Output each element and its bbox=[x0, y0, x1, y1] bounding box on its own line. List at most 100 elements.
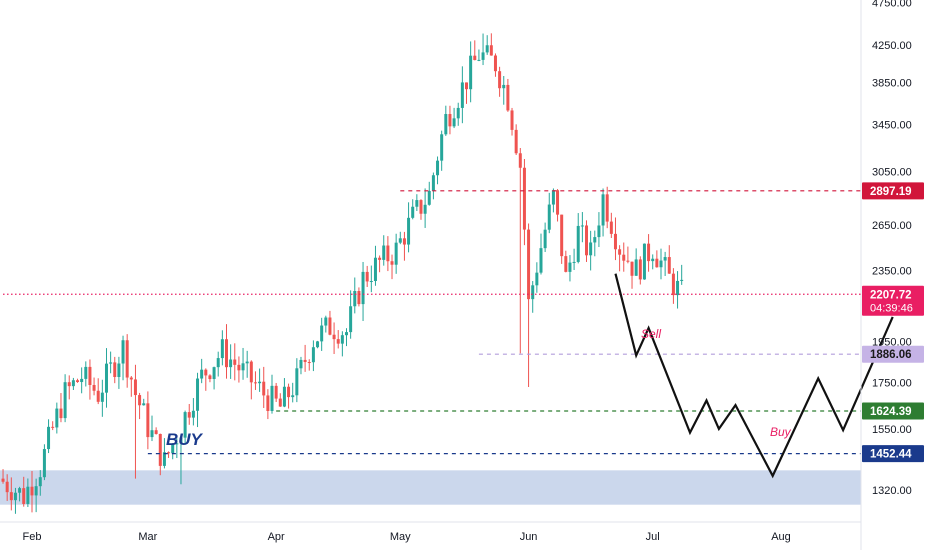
candle-body bbox=[154, 430, 158, 434]
candle-body bbox=[502, 84, 506, 89]
candle-body bbox=[411, 206, 415, 218]
x-tick-label-may: May bbox=[390, 531, 411, 543]
candle-body bbox=[676, 280, 680, 296]
price-tag-countdown: 04:39:46 bbox=[870, 302, 913, 314]
candle-body bbox=[605, 194, 609, 222]
candle-body bbox=[477, 59, 481, 61]
time-axis[interactable]: Feb Mar Apr May Jun Jul Aug bbox=[23, 531, 791, 543]
candle-body bbox=[179, 437, 183, 444]
candle-body bbox=[444, 114, 448, 135]
candle-body bbox=[150, 430, 154, 438]
candle-body bbox=[642, 243, 646, 280]
candle-body bbox=[407, 217, 411, 245]
candle-body bbox=[634, 259, 638, 276]
candle-body bbox=[419, 200, 423, 214]
candle-body bbox=[121, 340, 125, 364]
candle-body bbox=[191, 410, 195, 418]
candle-body bbox=[204, 369, 208, 376]
candle-body bbox=[311, 347, 315, 363]
candle-body bbox=[1, 478, 5, 482]
price-tag-label-4: 1452.44 bbox=[870, 449, 912, 461]
y-tick-label-1: 4250.00 bbox=[872, 40, 912, 52]
annotation-sell: Sell bbox=[641, 327, 661, 341]
candle-body bbox=[18, 488, 22, 493]
y-tick-label-8: 1750.00 bbox=[872, 378, 912, 390]
candle-body bbox=[663, 257, 667, 261]
candle-body bbox=[390, 261, 394, 265]
candle-body bbox=[671, 273, 675, 296]
price-tag-4 bbox=[862, 445, 924, 463]
candle-body bbox=[535, 272, 539, 286]
candle-body bbox=[576, 225, 580, 262]
candle-body bbox=[299, 359, 303, 369]
candle-body bbox=[38, 477, 42, 487]
candle-body bbox=[133, 379, 137, 396]
candle-body bbox=[84, 366, 88, 379]
candle-body bbox=[601, 194, 605, 226]
candle-body bbox=[514, 129, 518, 154]
annotation-buy: Buy bbox=[770, 425, 792, 439]
candle-body bbox=[196, 378, 200, 411]
candle-body bbox=[452, 118, 456, 127]
candle-body bbox=[647, 243, 651, 262]
candle-body bbox=[386, 245, 390, 262]
candle-body bbox=[522, 167, 526, 230]
candle-body bbox=[531, 285, 535, 300]
candle-body bbox=[274, 385, 278, 399]
candle-body bbox=[382, 245, 386, 260]
y-tick-label-7: 1950.00 bbox=[872, 337, 912, 349]
candle-body bbox=[489, 45, 493, 56]
candle-body bbox=[237, 364, 241, 371]
candle-body bbox=[129, 377, 133, 380]
candle-body bbox=[291, 395, 295, 398]
candle-body bbox=[104, 363, 108, 393]
candle-body bbox=[316, 341, 320, 348]
candle-body bbox=[241, 363, 245, 371]
candle-body bbox=[564, 256, 568, 272]
y-tick-label-2: 3850.00 bbox=[872, 78, 912, 90]
candle-body bbox=[440, 134, 444, 161]
y-tick-label-10: 1320.00 bbox=[872, 485, 912, 497]
candle-body bbox=[109, 362, 113, 364]
candle-body bbox=[51, 426, 55, 428]
candle-body bbox=[208, 375, 212, 380]
candle-body bbox=[158, 433, 162, 466]
candle-body bbox=[295, 368, 299, 396]
candle-body bbox=[253, 382, 257, 384]
candle-body bbox=[162, 452, 166, 466]
candle-body bbox=[560, 214, 564, 257]
candle-body bbox=[262, 381, 266, 396]
candle-body bbox=[220, 339, 224, 359]
candle-body bbox=[278, 398, 282, 407]
candle-body bbox=[572, 261, 576, 263]
candle-body bbox=[394, 242, 398, 265]
candle-body bbox=[34, 486, 38, 496]
candle-body bbox=[373, 257, 377, 282]
candle-body bbox=[100, 392, 104, 402]
candle-body bbox=[266, 395, 270, 411]
candle-body bbox=[597, 225, 601, 238]
candle-body bbox=[324, 317, 328, 326]
price-axis[interactable]: 4750.00 4250.00 3850.00 3450.00 3050.00 2650.… bbox=[872, 0, 912, 497]
candle-body bbox=[510, 110, 514, 130]
x-tick-label-aug: Aug bbox=[771, 531, 791, 543]
price-tag-2 bbox=[862, 345, 924, 363]
price-tag-label-2: 1886.06 bbox=[870, 349, 912, 361]
candle-body bbox=[175, 443, 179, 445]
candle-body bbox=[76, 380, 80, 383]
candle-body bbox=[580, 225, 584, 227]
candle-body bbox=[183, 412, 187, 438]
candle-body bbox=[469, 55, 473, 90]
candle-body bbox=[547, 204, 551, 230]
candle-body bbox=[402, 238, 406, 245]
price-tag-1 bbox=[862, 285, 924, 316]
candle-body bbox=[543, 229, 547, 249]
candle-body bbox=[431, 175, 435, 191]
candle-body bbox=[506, 84, 510, 111]
candle-body bbox=[680, 279, 684, 281]
candle-body bbox=[142, 403, 146, 406]
candle-body bbox=[485, 45, 489, 53]
candle-body bbox=[287, 386, 291, 398]
